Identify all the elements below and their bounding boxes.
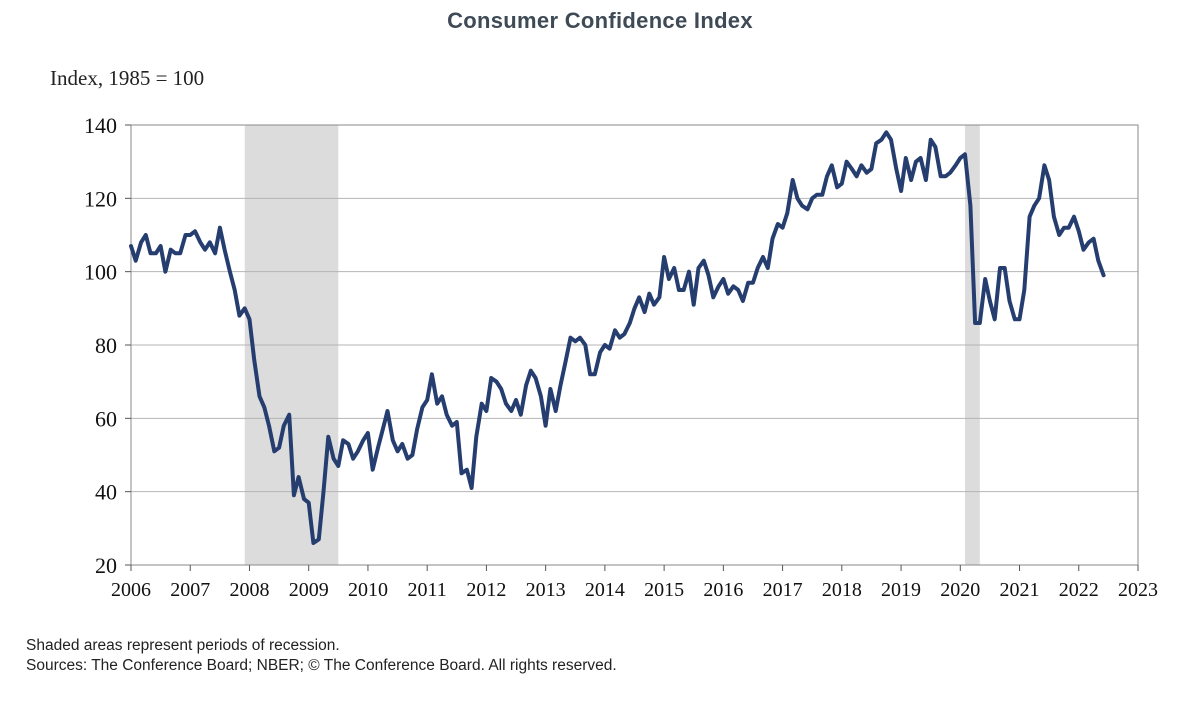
x-tick-label-2017: 2017 — [763, 579, 803, 601]
footer-note: Shaded areas represent periods of recess… — [26, 637, 340, 654]
x-tick-label-2012: 2012 — [466, 579, 506, 601]
y-axis-ticks: 20 40 60 80 100 120 140 — [84, 113, 131, 578]
x-tick-label-2008: 2008 — [229, 579, 269, 601]
y-tick-label-20: 20 — [95, 553, 117, 578]
footer: Shaded areas represent periods of recess… — [26, 636, 617, 676]
y-axis-label: Index, 1985 = 100 — [50, 66, 204, 90]
x-tick-label-2009: 2009 — [289, 579, 329, 601]
x-tick-label-2007: 2007 — [170, 579, 210, 601]
x-tick-label-2018: 2018 — [822, 579, 862, 601]
x-tick-label-2023: 2023 — [1118, 579, 1158, 601]
series-line-0 — [129, 130, 1106, 545]
y-tick-label-120: 120 — [84, 186, 117, 211]
chart-title: Consumer Confidence Index — [447, 8, 753, 33]
y-tick-label-40: 40 — [95, 480, 117, 505]
y-tick-label-140: 140 — [84, 113, 117, 138]
x-tick-label-2015: 2015 — [644, 579, 684, 601]
x-tick-label-2021: 2021 — [1000, 579, 1040, 601]
y-tick-label-80: 80 — [95, 333, 117, 358]
footer-sources: Sources: The Conference Board; NBER; © T… — [26, 657, 617, 674]
x-tick-label-2006: 2006 — [111, 579, 151, 601]
y-tick-label-60: 60 — [95, 406, 117, 431]
x-tick-label-2016: 2016 — [703, 579, 743, 601]
x-tick-label-2020: 2020 — [940, 579, 980, 601]
x-tick-label-2014: 2014 — [585, 579, 625, 601]
x-tick-label-2022: 2022 — [1059, 579, 1099, 601]
y-tick-label-100: 100 — [84, 260, 117, 285]
x-tick-label-2011: 2011 — [408, 579, 447, 601]
x-axis-ticks: 2006 2007 2008 2009 2010 2011 2012 2013 2014 2015… — [111, 565, 1158, 601]
x-tick-label-2013: 2013 — [526, 579, 566, 601]
x-tick-label-2010: 2010 — [348, 579, 388, 601]
x-tick-label-2019: 2019 — [881, 579, 921, 601]
series-layer — [129, 130, 1106, 545]
